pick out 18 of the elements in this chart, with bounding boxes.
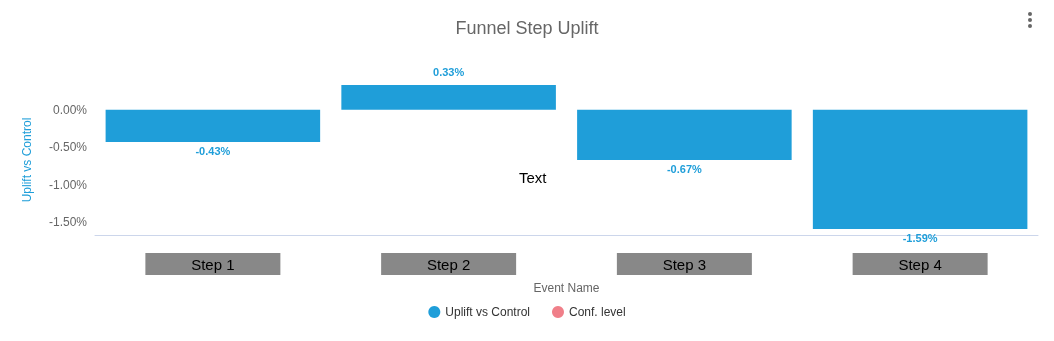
legend-label: Uplift vs Control — [445, 305, 531, 319]
data-label: 0.33% — [433, 65, 465, 78]
x-tick-label: Step 1 — [191, 256, 235, 273]
y-tick-label: -0.50% — [48, 140, 88, 155]
data-label: -0.67% — [666, 162, 703, 175]
y-tick-label: -1.50% — [48, 215, 88, 230]
x-axis-title: Event Name — [533, 281, 600, 295]
y-tick-label: 0.00% — [52, 102, 88, 117]
data-label: -1.59% — [902, 231, 938, 244]
x-tick-label: Step 3 — [662, 256, 707, 273]
annotation: Text — [519, 169, 548, 186]
data-label: -0.43% — [195, 144, 231, 157]
legend-label: Conf. level — [569, 305, 626, 319]
x-tick-label: Step 4 — [898, 256, 942, 273]
y-tick-label: -1.00% — [48, 177, 88, 192]
x-tick-label: Step 2 — [426, 256, 471, 273]
chart-title: Funnel Step Uplift — [455, 18, 599, 38]
y-axis-title: Uplift vs Control — [20, 117, 34, 203]
